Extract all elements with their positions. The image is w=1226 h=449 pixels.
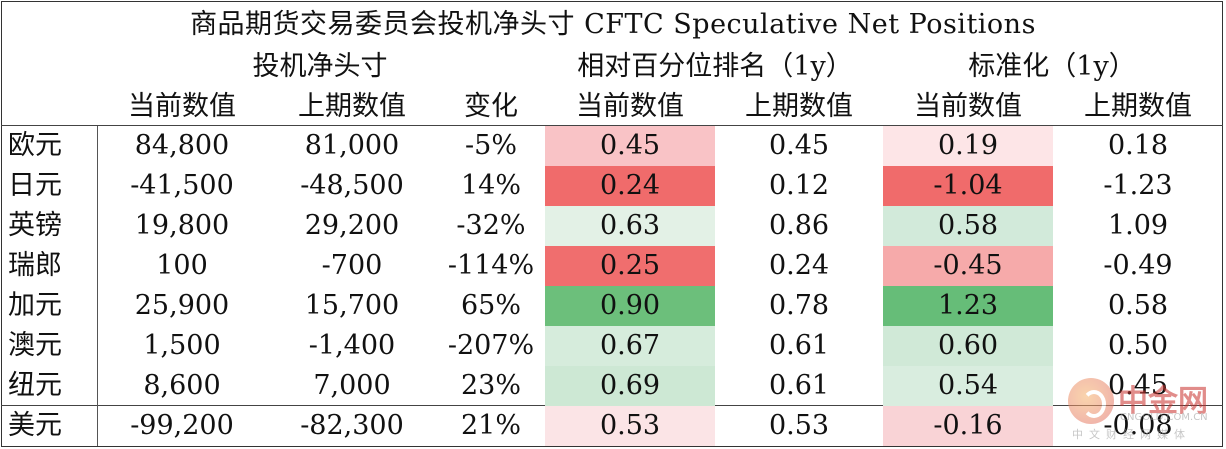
cell-net-previous: 81,000: [304, 130, 400, 161]
watermark: 中金网 CNGOLD.COM.CN 中文财经网媒体: [1068, 374, 1218, 444]
table-row: 英镑 19,800 29,200 -32% 0.63 0.86 0.58 1.09: [0, 206, 1226, 246]
cell-std-previous: -0.08: [1103, 410, 1173, 441]
cell-std-previous: 0.45: [1107, 370, 1169, 401]
group-percentile-rank: 相对百分位排名（1y）: [577, 51, 853, 82]
cell-std-previous: 0.18: [1107, 130, 1169, 161]
cell-std-previous: 0.50: [1107, 330, 1169, 361]
cell-rank-previous: 0.53: [768, 410, 830, 441]
watermark-url: CNGOLD.COM.CN: [1120, 412, 1208, 423]
row-label: 美元: [8, 410, 62, 441]
row-label: 日元: [8, 170, 62, 201]
label-column-divider: [97, 126, 98, 446]
cell-rank-previous: 0.24: [768, 250, 830, 281]
cell-std-current: 0.54: [883, 366, 1053, 406]
cell-change: 21%: [460, 410, 521, 441]
row-label: 澳元: [8, 330, 62, 361]
cell-change: 23%: [460, 370, 521, 401]
header-rank-current: 当前数值: [576, 91, 684, 122]
cell-std-previous: 0.58: [1107, 290, 1169, 321]
row-label: 纽元: [8, 370, 62, 401]
cell-net-previous: 7,000: [313, 370, 391, 401]
table-row: 加元 25,900 15,700 65% 0.90 0.78 1.23 0.58: [0, 286, 1226, 326]
table-row: 欧元 84,800 81,000 -5% 0.45 0.45 0.19 0.18: [0, 126, 1226, 166]
table-row: 澳元 1,500 -1,400 -207% 0.67 0.61 0.60 0.50: [0, 326, 1226, 366]
header-std-previous: 上期数值: [1084, 91, 1192, 122]
cell-net-previous: -1,400: [308, 330, 396, 361]
cell-change: -207%: [447, 330, 535, 361]
cell-net-current: 1,500: [143, 330, 221, 361]
cell-std-current: 0.58: [883, 206, 1053, 246]
row-label: 加元: [8, 290, 62, 321]
cell-std-current: 0.19: [883, 126, 1053, 166]
table-row: 美元 -99,200 -82,300 21% 0.53 0.53 -0.16 -0.08: [0, 406, 1226, 446]
table-title: 商品期货交易委员会投机净头寸 CFTC Speculative Net Posi…: [190, 9, 1036, 40]
row-label: 瑞郎: [8, 250, 62, 281]
cell-net-current: 84,800: [134, 130, 230, 161]
cell-change: -114%: [447, 250, 535, 281]
cell-rank-previous: 0.61: [768, 370, 830, 401]
cell-std-current: -1.04: [883, 166, 1053, 206]
header-change: 变化: [464, 91, 518, 122]
cell-std-current: -0.16: [883, 406, 1053, 446]
cell-rank-previous: 0.86: [768, 210, 830, 241]
cell-rank-previous: 0.78: [768, 290, 830, 321]
cell-rank-current: 0.24: [545, 166, 715, 206]
table-row: 日元 -41,500 -48,500 14% 0.24 0.12 -1.04 -1.23: [0, 166, 1226, 206]
table-row: 纽元 8,600 7,000 23% 0.69 0.61 0.54 0.45: [0, 366, 1226, 406]
cell-net-current: 25,900: [134, 290, 230, 321]
cell-net-current: 8,600: [143, 370, 221, 401]
cell-rank-current: 0.69: [545, 366, 715, 406]
cell-rank-previous: 0.45: [768, 130, 830, 161]
cell-net-previous: -82,300: [300, 410, 404, 441]
row-label: 英镑: [8, 210, 62, 241]
row-label: 欧元: [8, 130, 62, 161]
cell-change: -5%: [465, 130, 517, 161]
cell-rank-previous: 0.61: [768, 330, 830, 361]
cell-std-previous: -1.23: [1103, 170, 1173, 201]
cell-std-previous: -0.49: [1103, 250, 1173, 281]
cell-net-previous: 15,700: [304, 290, 400, 321]
cell-change: 65%: [460, 290, 521, 321]
cell-net-previous: -48,500: [300, 170, 404, 201]
cell-std-current: 0.60: [883, 326, 1053, 366]
group-net-positions: 投机净头寸: [252, 51, 388, 82]
header-std-current: 当前数值: [914, 91, 1022, 122]
cell-net-previous: 29,200: [304, 210, 400, 241]
cell-net-current: 19,800: [134, 210, 230, 241]
cell-rank-current: 0.67: [545, 326, 715, 366]
header-rank-previous: 上期数值: [745, 91, 853, 122]
cell-net-previous: -700: [321, 250, 383, 281]
table-row: 瑞郎 100 -700 -114% 0.25 0.24 -0.45 -0.49: [0, 246, 1226, 286]
group-standardized: 标准化（1y）: [968, 51, 1136, 82]
header-divider: [1, 125, 1223, 126]
cell-std-previous: 1.09: [1107, 210, 1169, 241]
cell-change: 14%: [460, 170, 521, 201]
cell-rank-previous: 0.12: [768, 170, 830, 201]
cell-rank-current: 0.25: [545, 246, 715, 286]
watermark-tagline: 中文财经网媒体: [1072, 428, 1191, 441]
cell-net-current: -99,200: [130, 410, 234, 441]
cell-change: -32%: [456, 210, 526, 241]
header-net-current: 当前数值: [128, 91, 236, 122]
cell-rank-current: 0.45: [545, 126, 715, 166]
cell-net-current: 100: [156, 250, 208, 281]
cell-std-current: -0.45: [883, 246, 1053, 286]
cell-net-current: -41,500: [130, 170, 234, 201]
watermark-brand: 中金网: [1118, 384, 1208, 419]
cell-rank-current: 0.53: [545, 406, 715, 446]
cell-std-current: 1.23: [883, 286, 1053, 326]
header-net-previous: 上期数值: [298, 91, 406, 122]
cngold-logo-icon: [1068, 378, 1114, 424]
cell-rank-current: 0.90: [545, 286, 715, 326]
cell-rank-current: 0.63: [545, 206, 715, 246]
